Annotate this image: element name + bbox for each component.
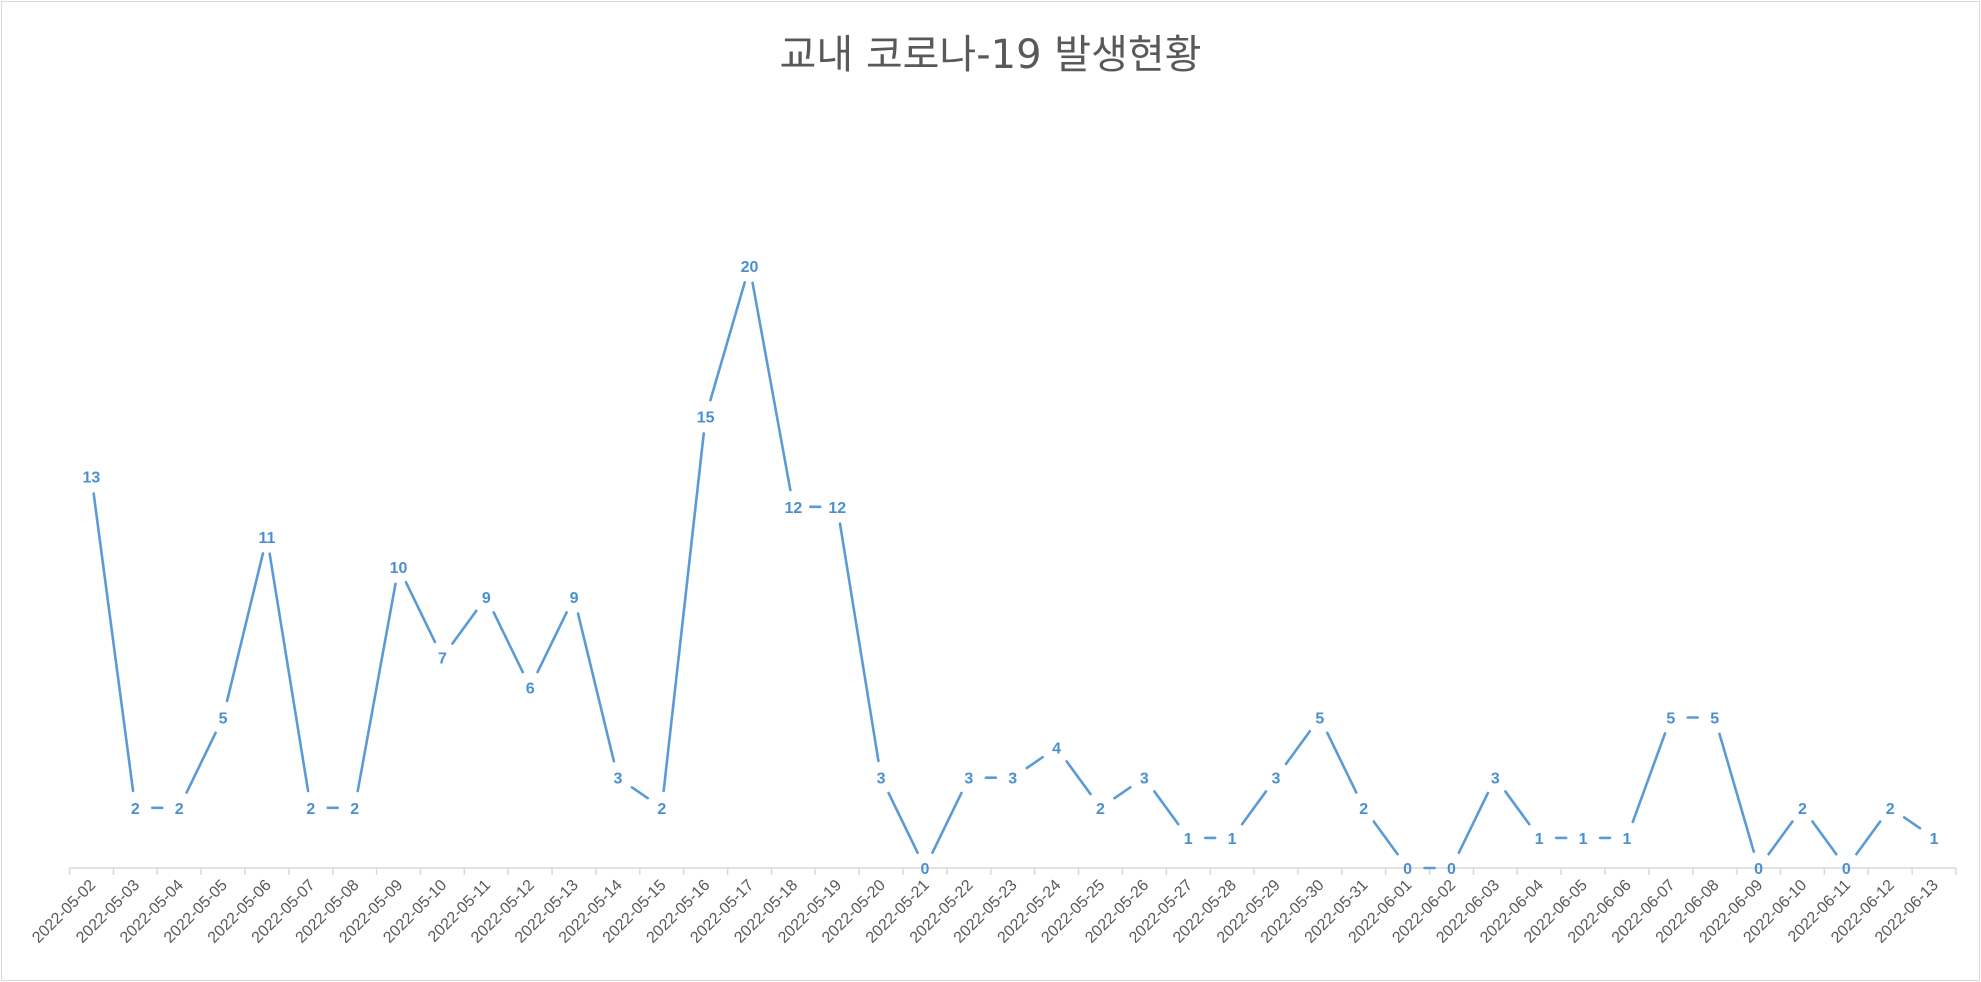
data-label: 2	[306, 801, 315, 818]
line-segment	[404, 580, 437, 644]
data-label: 0	[1447, 861, 1456, 878]
line-segment	[1718, 732, 1756, 853]
line-segment	[1372, 820, 1399, 856]
data-label: 2	[131, 801, 140, 818]
data-label: 1	[1623, 831, 1632, 848]
line-segment	[536, 611, 568, 674]
data-label: 0	[921, 861, 930, 878]
line-segment	[662, 432, 706, 793]
line-segment	[1284, 729, 1312, 766]
data-label: 1	[1184, 831, 1193, 848]
line-segment	[1240, 790, 1268, 826]
series-line	[92, 281, 1922, 870]
data-label: 6	[526, 680, 535, 697]
line-segment	[1153, 790, 1180, 826]
line-segment	[931, 791, 963, 855]
line-segment	[1855, 820, 1882, 856]
data-label: 5	[1710, 711, 1719, 728]
data-label: 13	[83, 470, 101, 487]
data-label: 2	[350, 801, 359, 818]
data-label: 10	[390, 560, 408, 577]
data-label: 3	[877, 771, 886, 788]
line-segment	[576, 612, 616, 763]
chart-title: 교내 코로나-19 발생현황	[779, 32, 1202, 78]
line-segment	[1811, 820, 1838, 856]
data-label: 1	[1579, 831, 1588, 848]
data-label: 3	[1140, 771, 1149, 788]
line-segment	[225, 552, 265, 703]
data-label: 1	[1228, 831, 1237, 848]
data-label: 2	[657, 801, 666, 818]
data-label: 4	[1052, 741, 1061, 758]
data-label: 0	[1754, 861, 1763, 878]
line-segment	[1025, 755, 1044, 770]
line-segment	[1065, 760, 1092, 796]
line-segment	[1631, 732, 1667, 824]
data-label: 1	[1930, 831, 1939, 848]
line-segment	[751, 281, 792, 492]
data-label: 3	[964, 771, 973, 788]
data-label: 3	[1491, 771, 1500, 788]
data-label: 2	[1886, 801, 1895, 818]
line-segment	[887, 791, 919, 855]
x-tick-labels: 2022-05-022022-05-032022-05-042022-05-05…	[29, 877, 1942, 947]
line-segment	[1457, 791, 1490, 855]
data-label: 5	[1315, 711, 1324, 728]
data-label: 0	[1403, 861, 1412, 878]
line-segment	[709, 281, 747, 402]
line-segment	[1504, 790, 1531, 826]
line-segment	[838, 522, 880, 763]
data-label: 2	[1798, 801, 1807, 818]
data-label: 12	[784, 500, 802, 517]
line-segment	[268, 552, 310, 793]
data-label: 2	[1096, 801, 1105, 818]
line-segment	[492, 611, 525, 674]
data-label: 15	[697, 410, 715, 427]
data-label: 12	[828, 500, 846, 517]
data-label: 1	[1535, 831, 1544, 848]
data-label: 20	[741, 259, 759, 276]
line-segment	[1902, 816, 1922, 830]
line-segment	[451, 609, 478, 645]
data-label: 0	[1842, 861, 1851, 878]
data-label: 3	[1272, 771, 1281, 788]
line-segment	[1767, 820, 1794, 856]
line-segment	[92, 492, 135, 793]
data-label: 11	[258, 530, 275, 547]
data-label: 9	[482, 590, 491, 607]
line-segment	[630, 786, 650, 800]
data-label: 9	[570, 590, 579, 607]
x-axis	[68, 867, 1957, 875]
data-label: 2	[175, 801, 184, 818]
line-segment	[1325, 731, 1358, 794]
line-segment	[356, 582, 397, 793]
data-label: 7	[438, 650, 447, 667]
line-segment	[1113, 786, 1132, 800]
data-label: 5	[219, 711, 228, 728]
data-label: 3	[613, 771, 622, 788]
data-label: 2	[1359, 801, 1368, 818]
line-segment	[185, 731, 217, 794]
data-label: 3	[1008, 771, 1017, 788]
data-label: 5	[1666, 711, 1675, 728]
